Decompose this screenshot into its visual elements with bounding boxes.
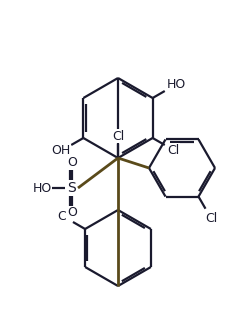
Text: Cl: Cl: [112, 130, 124, 142]
Text: Cl: Cl: [205, 212, 217, 225]
Text: HO: HO: [32, 181, 52, 195]
Text: HO: HO: [166, 78, 186, 91]
Text: O: O: [67, 156, 77, 170]
Text: O: O: [67, 206, 77, 220]
Text: S: S: [68, 181, 76, 195]
Text: Cl: Cl: [167, 143, 180, 156]
Text: OH: OH: [51, 145, 71, 157]
Text: Cl: Cl: [57, 210, 70, 223]
